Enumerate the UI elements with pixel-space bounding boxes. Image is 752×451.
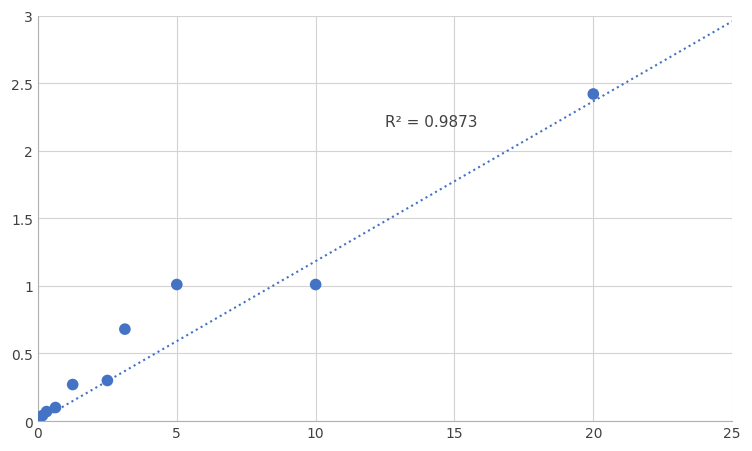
Point xyxy=(102,377,114,384)
Point xyxy=(36,412,48,419)
Point xyxy=(587,91,599,98)
Point xyxy=(310,281,322,289)
Point xyxy=(67,381,79,388)
Point xyxy=(32,418,44,425)
Point xyxy=(50,404,62,411)
Point xyxy=(171,281,183,289)
Point xyxy=(41,408,53,415)
Point xyxy=(119,326,131,333)
Text: R² = 0.9873: R² = 0.9873 xyxy=(385,114,478,129)
